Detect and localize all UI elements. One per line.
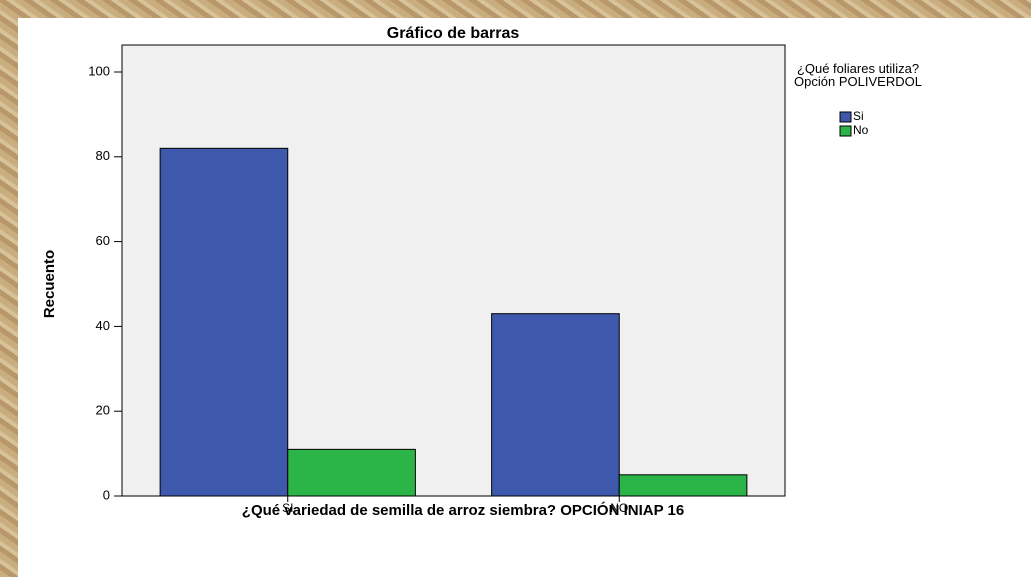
legend-title: ¿Qué foliares utiliza? Opción POLIVERDOL (794, 61, 922, 89)
legend-swatch (839, 125, 852, 137)
legend-label: No (853, 123, 869, 137)
x-tick-label: NO (610, 501, 628, 515)
y-axis-label: Recuento (41, 250, 58, 318)
legend-label: Si (853, 109, 864, 123)
bar (287, 448, 416, 497)
y-tick-label: 40 (96, 318, 110, 333)
bar (491, 313, 620, 497)
chart-title: Gráfico de barras (387, 25, 520, 42)
chart-panel: Gráfico de barras Recuento 0 20 40 60 80 100 S… (18, 18, 1031, 577)
chart: Gráfico de barras Recuento 0 20 40 60 80 100 S… (41, 25, 869, 515)
y-tick-label: 80 (96, 148, 110, 163)
y-tick-label: 60 (96, 233, 110, 248)
y-tick-label: 100 (88, 63, 110, 78)
legend-swatch (839, 111, 852, 123)
x-tick-label: SI (282, 501, 293, 515)
y-tick-label: 20 (96, 403, 110, 418)
y-tick-label: 0 (103, 487, 110, 502)
bar (618, 474, 748, 497)
x-axis-label: ¿Qué variedad de semilla de arroz siembr… (241, 502, 685, 519)
bar (159, 147, 289, 497)
